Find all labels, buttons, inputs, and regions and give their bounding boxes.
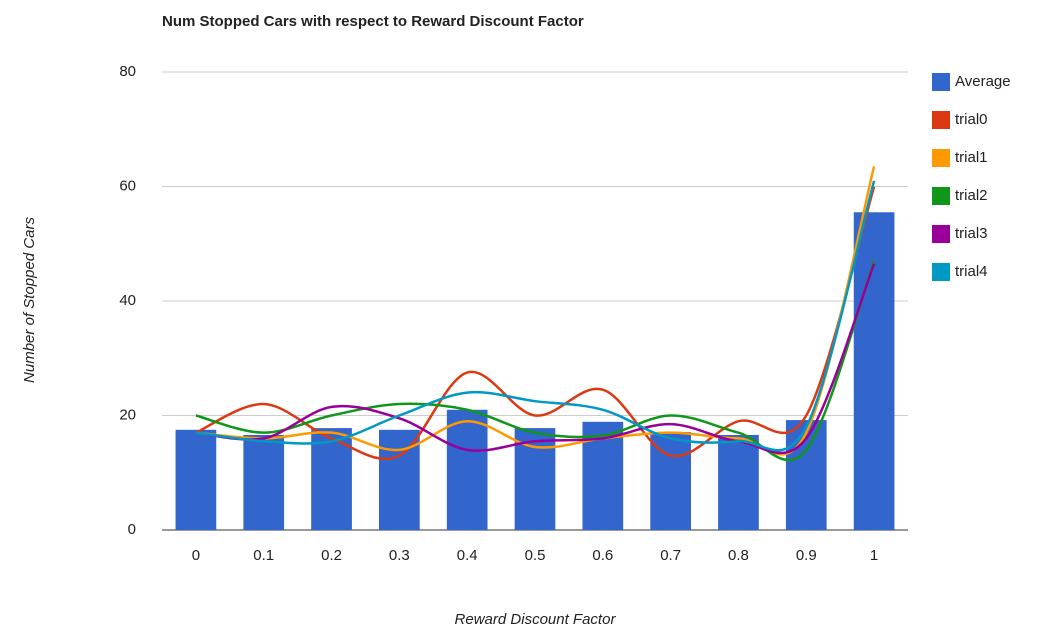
legend-label: trial3 <box>955 225 988 242</box>
x-tick-label: 0.5 <box>525 547 546 564</box>
y-axis-label: Number of Stopped Cars <box>21 217 38 383</box>
chart-title: Num Stopped Cars with respect to Reward … <box>162 13 584 30</box>
bar <box>243 434 285 530</box>
line <box>195 263 876 455</box>
legend-label: Average <box>955 73 1011 90</box>
y-tick-label: 80 <box>119 63 136 80</box>
bar <box>853 212 895 530</box>
bar <box>175 429 217 530</box>
bar <box>514 428 556 530</box>
legend-label: trial4 <box>955 263 988 280</box>
bar <box>718 434 759 530</box>
x-tick-label: 0 <box>192 547 200 564</box>
line <box>195 186 876 461</box>
legend-swatch <box>932 111 950 129</box>
x-tick-label: 0.8 <box>728 547 749 564</box>
x-tick-label: 0.7 <box>660 547 681 564</box>
x-tick-label: 0.9 <box>796 547 817 564</box>
y-tick-label: 20 <box>119 406 136 423</box>
x-axis-label: Reward Discount Factor <box>455 611 617 628</box>
legend-label: trial1 <box>955 149 988 166</box>
line <box>195 260 876 462</box>
legend-swatch <box>932 187 950 205</box>
legend-swatch <box>932 225 950 243</box>
y-tick-label: 0 <box>128 521 136 538</box>
legend-swatch <box>932 263 950 281</box>
bar <box>446 409 488 530</box>
x-tick-label: 1 <box>870 547 878 564</box>
x-tick-label: 0.3 <box>389 547 410 564</box>
x-tick-label: 0.1 <box>253 547 274 564</box>
x-tick-label: 0.4 <box>457 547 478 564</box>
x-tick-label: 0.6 <box>592 547 613 564</box>
legend-swatch <box>932 73 950 91</box>
x-tick-label: 0.2 <box>321 547 342 564</box>
line <box>195 180 876 452</box>
line <box>195 166 876 456</box>
legend-swatch <box>932 149 950 167</box>
legend-label: trial0 <box>955 111 988 128</box>
y-tick-label: 40 <box>119 292 136 309</box>
legend-label: trial2 <box>955 187 988 204</box>
y-tick-label: 60 <box>119 177 136 194</box>
